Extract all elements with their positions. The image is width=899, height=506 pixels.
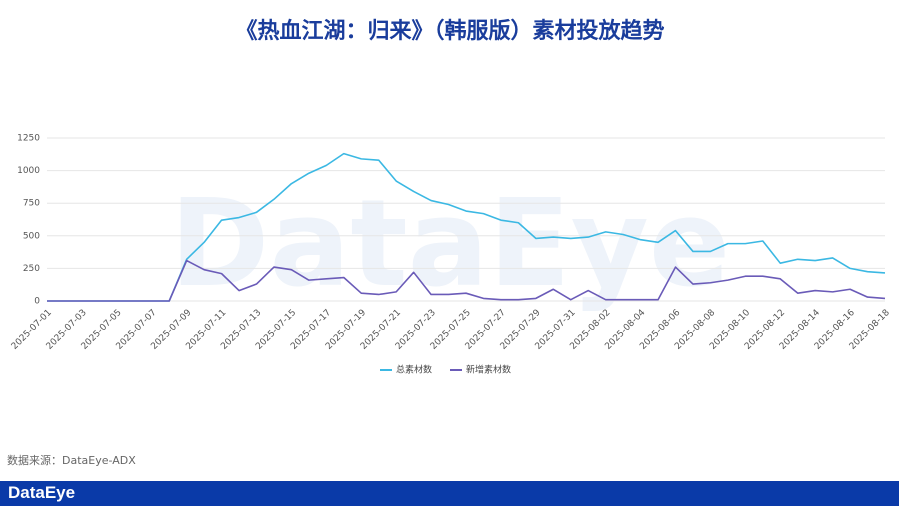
y-tick-label: 0 <box>34 297 40 307</box>
series-line <box>47 259 886 302</box>
series-line <box>47 152 886 302</box>
footer: DataEye <box>0 481 899 506</box>
watermark: DataEye <box>170 175 731 314</box>
brand-logo: DataEye <box>8 483 76 502</box>
legend-label: 总素材数 <box>396 364 432 376</box>
legend-label: 新增素材数 <box>466 364 511 376</box>
y-tick-label: 500 <box>23 231 40 241</box>
source-note: 数据来源：DataEye-ADX <box>7 454 136 467</box>
y-tick-label: 1000 <box>17 166 40 176</box>
y-tick-label: 750 <box>23 199 40 209</box>
y-tick-label: 1250 <box>17 134 40 144</box>
chart-title: 《热血江湖：归来》（韩服版）素材投放趋势 <box>235 18 664 44</box>
chart: DataEye 《热血江湖：归来》（韩服版）素材投放趋势 0 250 500 750 1… <box>10 18 892 376</box>
y-tick-label: 250 <box>23 264 40 274</box>
